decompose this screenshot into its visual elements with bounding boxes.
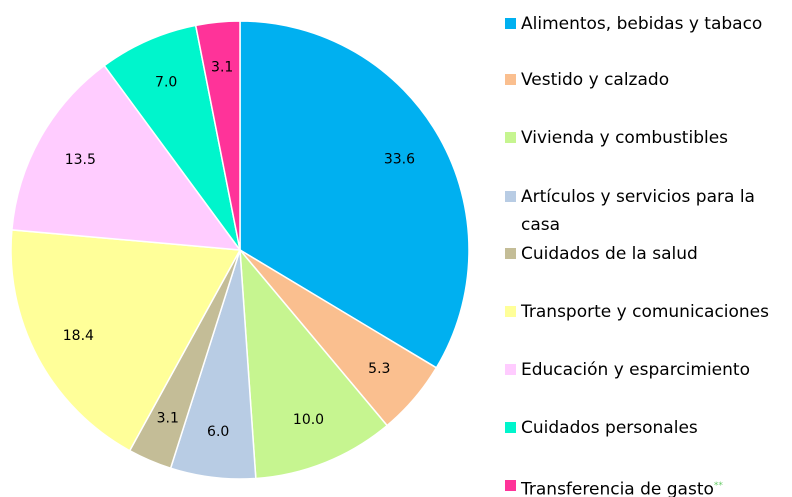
legend-swatch <box>505 74 516 85</box>
data-label: 7.0 <box>155 74 177 90</box>
data-label: 3.1 <box>157 410 179 426</box>
legend-item: Transferencia de gasto** <box>505 472 790 497</box>
data-label: 13.5 <box>65 152 96 168</box>
legend-swatch <box>505 422 516 433</box>
legend-label: Cuidados de la salud <box>521 240 790 268</box>
legend-label: Transporte y comunicaciones <box>521 298 790 326</box>
legend-swatch <box>505 18 516 29</box>
footnote-marker: ** <box>713 481 723 491</box>
legend-item: Educación y esparcimiento <box>505 356 790 384</box>
legend-text: Transporte y comunicaciones <box>521 302 770 322</box>
pie-slice <box>10 229 242 452</box>
pie-slice <box>194 20 241 251</box>
pie-slice <box>11 64 242 251</box>
legend-item: Vestido y calzado <box>505 66 790 94</box>
legend-label: Alimentos, bebidas y tabaco <box>521 10 790 38</box>
legend-text: Vivienda y combustibles <box>521 128 729 148</box>
pie-slice <box>239 20 470 369</box>
legend-text: Alimentos, bebidas y tabaco <box>521 14 763 34</box>
pie-slice <box>239 247 389 480</box>
legend-label: Cuidados personales <box>521 414 790 442</box>
data-label: 5.3 <box>368 361 390 377</box>
legend-text: Vestido y calzado <box>521 70 670 90</box>
legend-item: Vivienda y combustibles <box>505 124 790 152</box>
legend-label: Transferencia de gasto** <box>521 472 790 497</box>
legend-item: Cuidados de la salud <box>505 240 790 268</box>
legend-swatch <box>505 248 516 259</box>
legend-swatch <box>505 191 516 202</box>
legend-swatch <box>505 480 516 491</box>
legend-label: Vivienda y combustibles <box>521 124 790 152</box>
legend-text: Artículos y servicios para la casa <box>521 187 755 235</box>
legend-item: Alimentos, bebidas y tabaco <box>505 10 790 38</box>
data-label: 33.6 <box>384 152 415 168</box>
data-label: 3.1 <box>211 60 233 76</box>
legend-swatch <box>505 306 516 317</box>
legend-item: Artículos y servicios para la casa <box>505 183 790 239</box>
legend-swatch <box>505 364 516 375</box>
legend-item: Cuidados personales <box>505 414 790 442</box>
legend-text: Transferencia de gasto <box>521 479 714 497</box>
legend-label: Artículos y servicios para la casa <box>521 183 790 239</box>
legend-text: Cuidados de la salud <box>521 244 698 264</box>
legend-swatch <box>505 132 516 143</box>
pie: 33.6 5.3 10.0 6.0 3.1 18.4 13.5 7.0 3.1 <box>10 20 470 480</box>
legend-item: Transporte y comunicaciones <box>505 298 790 326</box>
legend-label: Vestido y calzado <box>521 66 790 94</box>
data-label: 6.0 <box>207 424 229 440</box>
data-label: 18.4 <box>63 328 94 344</box>
data-label: 10.0 <box>293 412 324 428</box>
legend-text: Educación y esparcimiento <box>521 360 750 380</box>
legend-label: Educación y esparcimiento <box>521 356 790 384</box>
legend-text: Cuidados personales <box>521 418 698 438</box>
